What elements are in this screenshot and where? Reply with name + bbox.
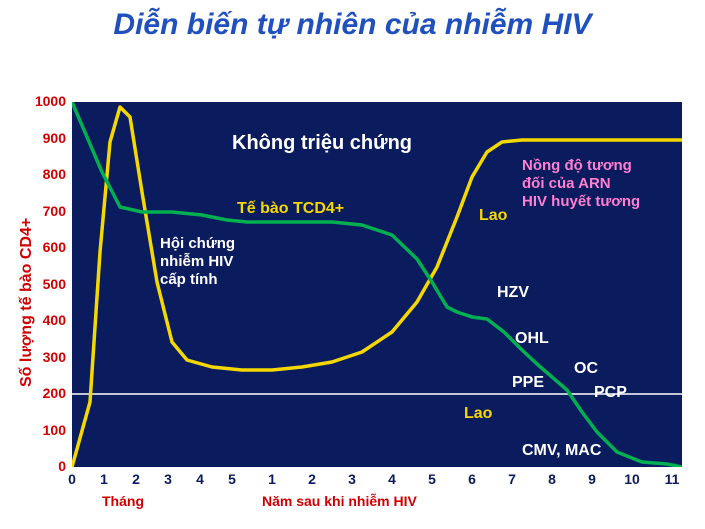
annotation: nhiễm HIV <box>160 253 233 270</box>
x-tick-year: 7 <box>500 471 524 487</box>
x-tick-year: 8 <box>540 471 564 487</box>
y-tick: 700 <box>26 203 66 219</box>
x-tick-month: 1 <box>92 471 116 487</box>
x-axis-years-label: Năm sau khi nhiễm HIV <box>262 493 417 509</box>
x-tick-year: 11 <box>660 471 684 487</box>
annotation: Tế bào TCD4+ <box>237 200 344 218</box>
annotation: Không triệu chứng <box>232 132 412 155</box>
annotation: Lao <box>464 405 492 423</box>
annotation: OHL <box>515 330 549 348</box>
y-tick: 900 <box>26 130 66 146</box>
x-tick-year: 9 <box>580 471 604 487</box>
x-tick-year: 10 <box>620 471 644 487</box>
y-tick: 100 <box>26 422 66 438</box>
annotation: HZV <box>497 284 529 302</box>
chart-title: Diễn biến tự nhiên của nhiễm HIV <box>0 8 705 42</box>
x-tick-year: 1 <box>260 471 284 487</box>
y-tick: 300 <box>26 349 66 365</box>
x-tick-year: 2 <box>300 471 324 487</box>
y-tick: 800 <box>26 166 66 182</box>
x-tick-month: 3 <box>156 471 180 487</box>
y-tick: 1000 <box>26 93 66 109</box>
x-tick-month: 5 <box>220 471 244 487</box>
x-tick-year: 4 <box>380 471 404 487</box>
y-tick: 500 <box>26 276 66 292</box>
y-tick: 200 <box>26 385 66 401</box>
annotation: Hội chứng <box>160 235 235 252</box>
annotation: OC <box>574 360 598 378</box>
x-tick-month: 0 <box>60 471 84 487</box>
x-axis-months-label: Tháng <box>102 493 144 509</box>
y-tick: 600 <box>26 239 66 255</box>
annotation: PCP <box>594 384 627 402</box>
annotation: PPE <box>512 374 544 392</box>
annotation: cấp tính <box>160 271 218 288</box>
x-tick-year: 6 <box>460 471 484 487</box>
annotation: Lao <box>479 207 507 225</box>
x-tick-year: 3 <box>340 471 364 487</box>
annotation: đối của ARN <box>522 175 611 192</box>
x-tick-year: 5 <box>420 471 444 487</box>
annotation: CMV, MAC <box>522 442 601 460</box>
x-tick-month: 2 <box>124 471 148 487</box>
annotation: Nồng độ tương <box>522 157 632 174</box>
x-tick-month: 4 <box>188 471 212 487</box>
y-tick: 400 <box>26 312 66 328</box>
annotation: HIV huyết tương <box>522 193 640 210</box>
